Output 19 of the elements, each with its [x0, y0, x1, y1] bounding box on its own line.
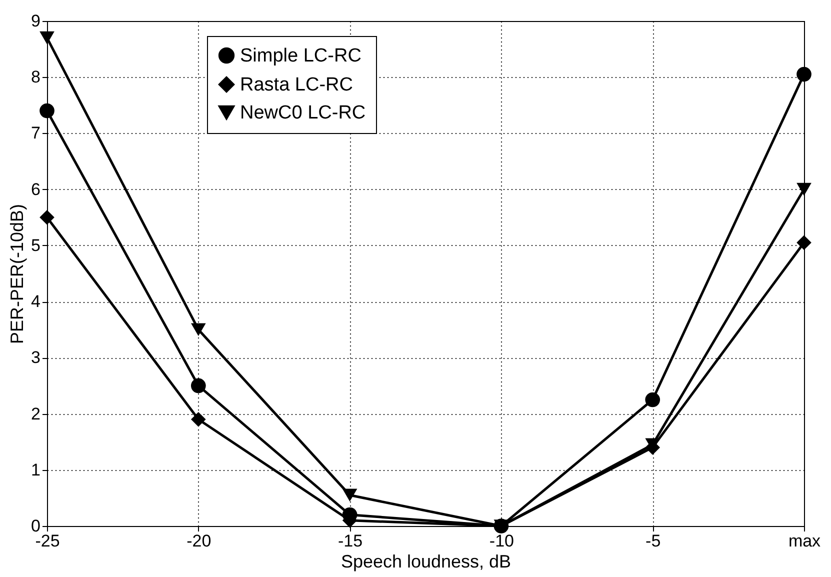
y-tick-label: 4 [31, 292, 40, 312]
legend-label: Simple LC-RC [240, 46, 362, 66]
y-tick-label: 6 [31, 180, 40, 199]
x-tick-label: -10 [489, 532, 514, 550]
y-tick-label: 9 [31, 12, 40, 30]
y-tick-label: 2 [31, 404, 40, 424]
y-axis-title: PER-PER(-10dB) [7, 204, 28, 344]
y-tick-label: 7 [31, 124, 40, 143]
legend-label: NewC0 LC-RC [240, 102, 366, 124]
x-tick-label: -5 [646, 532, 661, 550]
x-axis-title: Speech loudness, dB [340, 552, 512, 572]
y-tick-label: 3 [31, 348, 40, 368]
y-tick-label: 8 [31, 68, 40, 87]
legend-label: Rasta LC-RC [240, 74, 353, 96]
x-tick-label: -20 [186, 532, 212, 550]
x-tick-label: -15 [338, 532, 363, 550]
y-tick-label: 5 [31, 236, 40, 255]
x-tick-label: max [788, 532, 822, 550]
y-tick-label: 1 [31, 460, 40, 480]
